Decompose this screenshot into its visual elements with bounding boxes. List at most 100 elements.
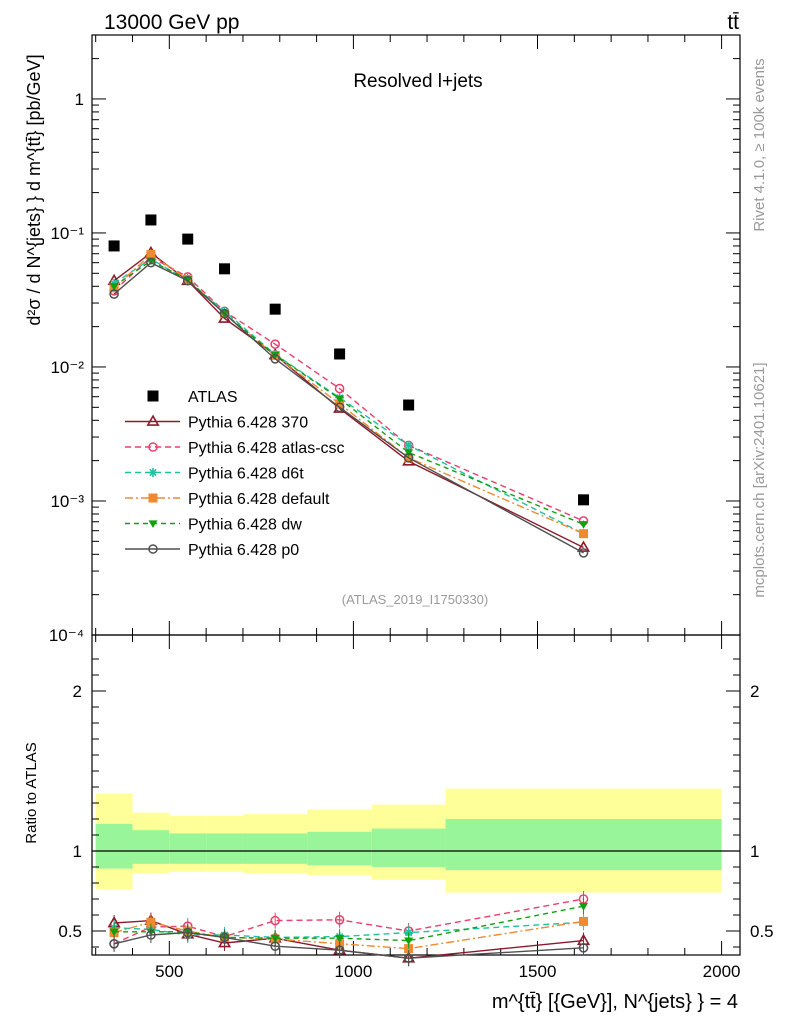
data-point-default (146, 250, 156, 260)
ratio-line-p0 (113, 931, 584, 959)
legend-marker (146, 414, 160, 426)
ratio-line-dw (114, 905, 584, 942)
legend-label: Pythia 6.428 dw (188, 517, 302, 534)
data-point-p0 (109, 289, 119, 299)
ratio-series-atlas_csc (109, 891, 589, 952)
ratio-point-atlas_csc (270, 915, 280, 926)
legend-marker (148, 442, 158, 452)
legend-marker (147, 390, 159, 402)
data-point-p0 (219, 308, 230, 319)
legend-label: Pythia 6.428 p0 (188, 542, 299, 559)
ratio-series-dw (109, 898, 589, 949)
legend-entry-ATLAS: ATLAS (147, 389, 238, 406)
ratio-panel: Ratio to ATLAS m^{tt̄} [{GeV}], N^{jets}… (23, 634, 774, 1013)
ratio-point-dw (579, 903, 589, 911)
mcplots-label: mcplots.cern.ch [arXiv:2401.10621] (751, 362, 768, 597)
main-y-tick-label: 10⁻² (50, 358, 84, 377)
legend-label: Pythia 6.428 370 (188, 415, 308, 432)
series-line-atlas_csc (113, 256, 584, 522)
ratio-point-default (579, 916, 589, 926)
ratio-right-tick-label: 1 (750, 842, 759, 861)
x-tick-label: 1500 (519, 962, 557, 981)
data-point-ATLAS (334, 348, 346, 360)
ratio-band-inner (242, 833, 308, 864)
data-point-p0 (334, 402, 345, 413)
ratio-series-p0 (109, 924, 589, 967)
x-tick-label: 2000 (703, 962, 741, 981)
data-point-p0 (403, 453, 414, 463)
legend-entry-p0: Pythia 6.428 p0 (125, 542, 299, 559)
ratio-band-inner (445, 819, 722, 871)
ratio-band-inner (169, 833, 207, 864)
ratio-point-p0 (578, 943, 589, 953)
ratio-point-dw (109, 928, 119, 937)
data-point-dw (270, 351, 280, 360)
data-point-ATLAS (145, 214, 157, 226)
legend-marker (148, 544, 158, 554)
ratio-point-dw (404, 937, 414, 946)
main-y-tick-label: 10⁻⁴ (49, 626, 84, 645)
ratio-line-atlas_csc (113, 898, 584, 945)
data-point-p0 (578, 548, 589, 558)
legend-label: Pythia 6.428 d6t (188, 466, 304, 483)
ratio-axes: 0.5 0.5 1 1 2 2 500 1000 1500 2000 (58, 635, 774, 981)
ratio-band-inner (95, 823, 133, 869)
legend-entry-d6t: Pythia 6.428 d6t (125, 466, 304, 483)
ratio-point-p0 (219, 932, 230, 943)
ratio-band-inner (371, 828, 446, 867)
data-point-ATLAS (108, 240, 120, 252)
ratio-bands (92, 788, 740, 893)
main-series-group (107, 214, 591, 558)
main-y-tick-label: 10⁻¹ (50, 224, 84, 243)
data-point-ATLAS (182, 233, 194, 245)
data-point-dw (335, 395, 345, 404)
series-ATLAS (108, 214, 590, 506)
data-point-p0 (146, 257, 156, 268)
main-axes: 1 10⁻¹ 10⁻² 10⁻³ 10⁻⁴ (49, 34, 740, 645)
data-point-dw (579, 521, 589, 529)
header-right-title: tt̄ (727, 11, 739, 34)
header-left-title: 13000 GeV pp (104, 11, 239, 34)
data-point-p0 (270, 354, 280, 364)
x-tick-label: 1000 (334, 962, 372, 981)
data-point-default (579, 529, 589, 539)
main-y-axis-label: d²σ / d N^{jets} } d m^{tt̄} [pb/GeV] (24, 54, 44, 325)
legend-entry-dw: Pythia 6.428 dw (125, 517, 302, 534)
data-point-d6t (404, 440, 414, 450)
ratio-y-tick-label: 2 (73, 682, 82, 701)
ratio-band-inner (206, 833, 243, 864)
series-line-p0 (113, 261, 584, 554)
legend-label: Pythia 6.428 default (188, 491, 330, 508)
ratio-band-inner (132, 830, 170, 864)
ratio-point-p0 (182, 927, 193, 938)
ratio-y-axis-label: Ratio to ATLAS (23, 742, 40, 843)
legend-entry-p370: Pythia 6.428 370 (125, 414, 308, 432)
main-y-tick-label: 10⁻³ (50, 492, 84, 511)
main-plot-area (91, 34, 741, 636)
ratio-line-default (113, 920, 584, 950)
data-point-ATLAS (578, 494, 590, 506)
main-y-tick-label: 1 (75, 90, 84, 109)
legend-marker (148, 468, 158, 477)
analysis-tag: (ATLAS_2019_I1750330) (342, 592, 488, 607)
series-line-d6t (113, 258, 584, 535)
ratio-point-dw (335, 935, 345, 943)
legend-entry-atlas_csc: Pythia 6.428 atlas-csc (125, 440, 345, 457)
ratio-y-tick-label: 1 (73, 842, 82, 861)
ratio-y-tick-label: 0.5 (58, 922, 82, 941)
legend-marker (148, 520, 158, 528)
ratio-series-group (107, 891, 591, 967)
ratio-series-default (109, 913, 589, 957)
legend: ATLAS Pythia 6.428 370 Pythia 6.428 atlas-… (125, 389, 345, 559)
ratio-point-p0 (109, 939, 119, 949)
main-plot-title: Resolved l+jets (353, 71, 482, 92)
data-point-ATLAS (403, 399, 415, 411)
ratio-band-inner (307, 831, 372, 866)
data-point-atlas_csc (334, 383, 345, 394)
ratio-right-tick-label: 2 (750, 682, 759, 701)
ratio-point-p370 (217, 935, 232, 948)
data-point-p370 (576, 540, 591, 552)
ratio-point-default (146, 917, 156, 927)
ratio-point-p0 (334, 945, 345, 956)
